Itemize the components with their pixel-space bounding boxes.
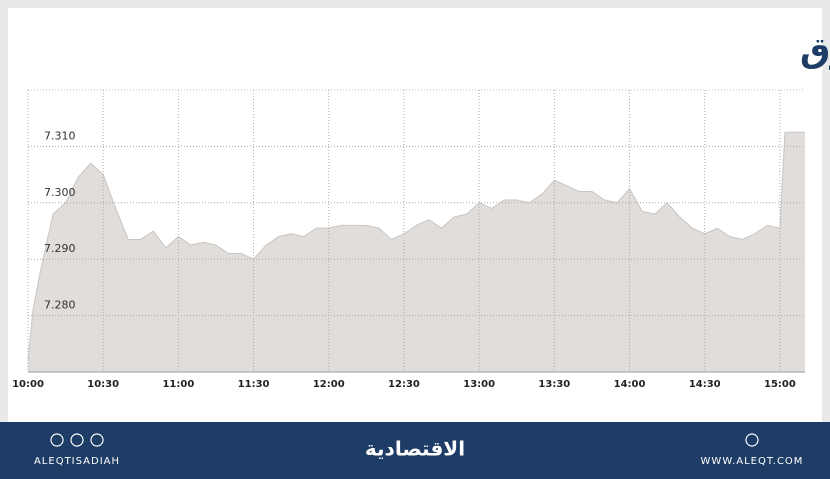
y-tick-label: 7.290 xyxy=(44,242,76,255)
line xyxy=(27,131,805,361)
social-icons xyxy=(50,433,759,447)
x-tick-label: 11:00 xyxy=(162,379,194,390)
icon-web xyxy=(745,433,759,447)
x-tick-label: 12:30 xyxy=(388,379,420,390)
y-tick-label: 7.280 xyxy=(44,299,76,312)
plot: 7.280 7.290 7.300 7.310 10:00 10:30 11:00 11:30… xyxy=(12,89,805,390)
y-tick-label: 7.310 xyxy=(44,129,76,142)
social-handle: ALEQTISADIAH xyxy=(34,456,120,467)
footer xyxy=(0,422,830,479)
y-tick-label: 7.300 xyxy=(44,186,76,199)
icon-twitter xyxy=(90,433,104,447)
website: WWW.ALEQT.COM xyxy=(701,456,804,467)
x-tick-label: 12:00 xyxy=(313,379,345,390)
x-tick-label: 10:30 xyxy=(87,379,119,390)
icon-instagram xyxy=(50,433,64,447)
area xyxy=(28,132,805,372)
x-tick-label: 14:00 xyxy=(614,379,646,390)
x-tick-label: 10:00 xyxy=(12,379,44,390)
x-tick-label: 13:00 xyxy=(463,379,495,390)
x-tick-label: 15:00 xyxy=(764,379,796,390)
x-tick-label: 11:30 xyxy=(238,379,270,390)
icon-facebook xyxy=(70,433,84,447)
x-tick-label: 13:30 xyxy=(538,379,570,390)
logo: الاقتصادية xyxy=(365,437,465,461)
chart-title: مؤشر السوق xyxy=(800,31,830,71)
x-tick-label: 14:30 xyxy=(689,379,721,390)
